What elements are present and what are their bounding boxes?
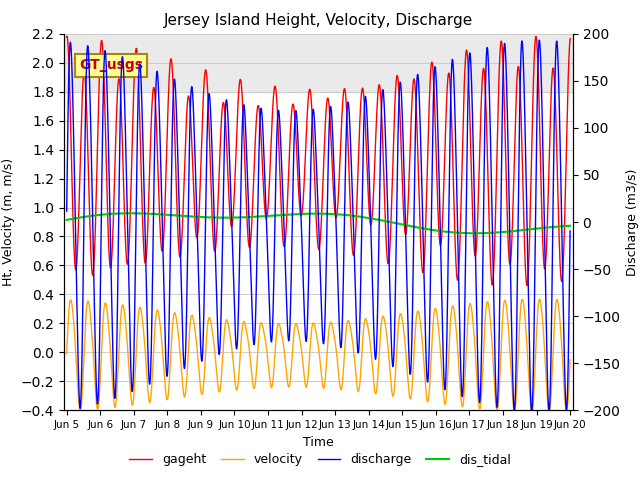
gageht	[63, 34, 70, 40]
gageht	[551, 87, 559, 93]
discharge	[302, 338, 310, 344]
gageht	[566, 36, 574, 42]
Line: discharge: discharge	[67, 40, 570, 412]
velocity	[528, 409, 536, 415]
dis_tidal	[566, 223, 574, 228]
dis_tidal	[551, 224, 559, 230]
discharge	[525, 356, 533, 361]
dis_tidal	[63, 217, 70, 223]
velocity	[302, 384, 310, 390]
dis_tidal	[471, 230, 479, 236]
discharge	[63, 208, 70, 214]
Legend: gageht, velocity, discharge, dis_tidal: gageht, velocity, discharge, dis_tidal	[124, 448, 516, 471]
Line: velocity: velocity	[67, 299, 570, 412]
Y-axis label: Ht, Velocity (m, m/s): Ht, Velocity (m, m/s)	[2, 158, 15, 286]
dis_tidal	[429, 227, 436, 233]
Text: GT_usgs: GT_usgs	[79, 59, 143, 72]
velocity	[525, 389, 533, 395]
velocity	[536, 296, 543, 302]
gageht	[275, 129, 282, 135]
gageht	[523, 283, 531, 288]
Line: dis_tidal: dis_tidal	[67, 213, 570, 233]
gageht	[63, 34, 71, 39]
dis_tidal	[278, 212, 286, 218]
velocity	[551, 312, 559, 318]
discharge	[566, 228, 574, 234]
velocity	[429, 331, 436, 337]
velocity	[63, 351, 70, 357]
velocity	[278, 335, 286, 340]
gageht	[302, 138, 310, 144]
Bar	[64, 31, 573, 92]
discharge	[528, 409, 536, 415]
dis_tidal	[127, 210, 135, 216]
discharge	[278, 177, 286, 182]
dis_tidal	[275, 212, 282, 218]
dis_tidal	[302, 211, 310, 216]
discharge	[429, 146, 436, 152]
discharge	[551, 82, 559, 87]
discharge	[536, 37, 543, 43]
velocity	[275, 321, 282, 326]
velocity	[566, 357, 574, 362]
Line: gageht: gageht	[67, 36, 570, 286]
gageht	[429, 62, 436, 68]
gageht	[526, 225, 534, 231]
Y-axis label: Discharge (m3/s): Discharge (m3/s)	[626, 168, 639, 276]
dis_tidal	[526, 227, 534, 232]
gageht	[278, 228, 286, 234]
Title: Jersey Island Height, Velocity, Discharge: Jersey Island Height, Velocity, Discharg…	[164, 13, 473, 28]
X-axis label: Time: Time	[303, 436, 334, 449]
discharge	[275, 108, 282, 114]
